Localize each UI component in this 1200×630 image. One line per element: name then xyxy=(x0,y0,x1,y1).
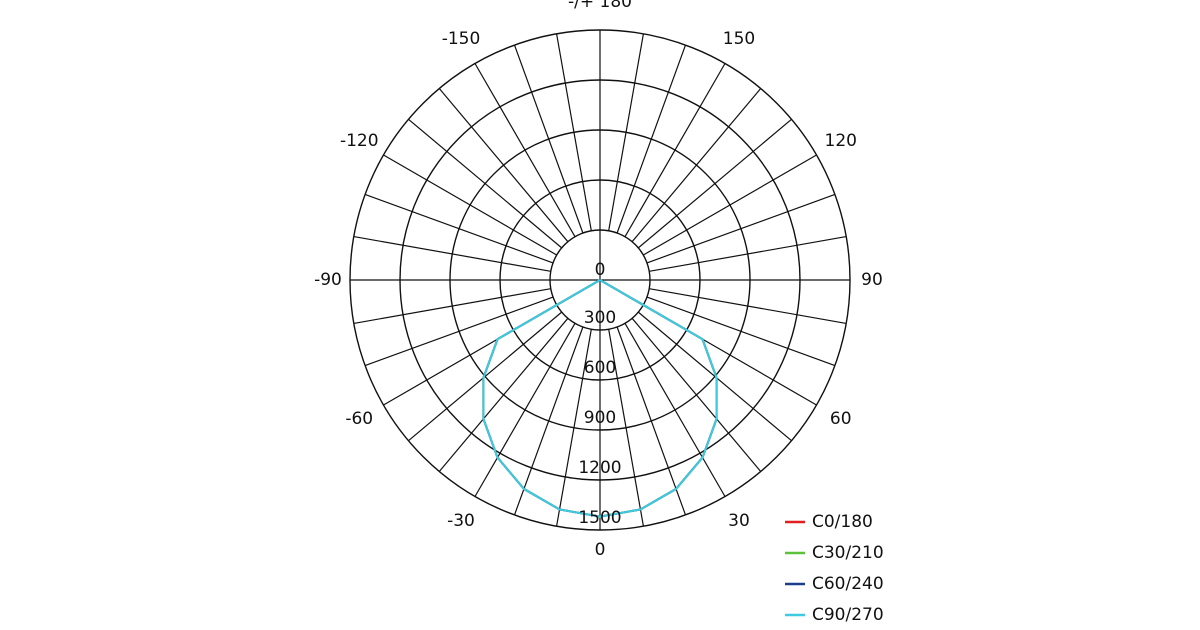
legend-label: C90/270 xyxy=(812,605,884,625)
r-tick-label: 0 xyxy=(595,260,606,280)
grid-ring xyxy=(349,29,851,531)
angle-tick-label: -90 xyxy=(314,270,342,290)
angle-tick-label: -30 xyxy=(447,511,475,531)
legend-label: C30/210 xyxy=(812,543,884,563)
angle-tick-label: 120 xyxy=(825,131,857,151)
angle-tick-label: -150 xyxy=(442,29,481,49)
intensity-curve xyxy=(482,279,718,518)
r-tick-label: 1200 xyxy=(578,458,621,478)
r-tick-label: 900 xyxy=(584,408,616,428)
legend-label: C60/240 xyxy=(812,574,884,594)
angle-tick-label: 0 xyxy=(595,540,606,560)
r-tick-label: 1500 xyxy=(578,508,621,528)
r-tick-label: 300 xyxy=(584,308,616,328)
angle-tick-label: -60 xyxy=(345,409,373,429)
grid-ring xyxy=(399,79,801,481)
grid-ring xyxy=(499,179,701,381)
grid-ring xyxy=(549,229,651,331)
angle-tick-label: -120 xyxy=(340,131,379,151)
angle-tick-label: 30 xyxy=(728,511,750,531)
grid-ring xyxy=(449,129,751,431)
angle-tick-label: 150 xyxy=(723,29,755,49)
angle-tick-label: -/+ 180 xyxy=(568,0,632,12)
r-tick-label: 600 xyxy=(584,358,616,378)
angle-tick-label: 60 xyxy=(830,409,852,429)
angle-tick-label: 90 xyxy=(861,270,883,290)
legend-label: C0/180 xyxy=(812,512,873,532)
